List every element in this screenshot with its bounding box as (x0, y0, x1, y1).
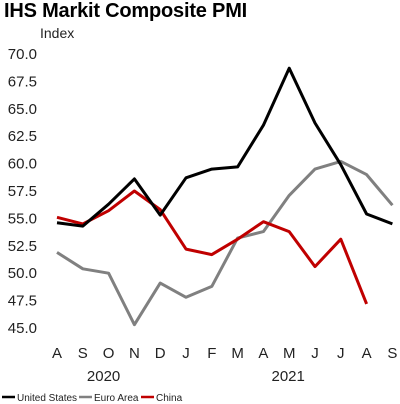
year-label: 2021 (272, 368, 305, 385)
x-tick-label: F (207, 345, 216, 362)
x-tick-label: S (387, 345, 397, 362)
y-tick-label: 60.0 (8, 156, 37, 173)
series-line-united-states (56, 66, 393, 228)
series-line-euro-area (56, 159, 394, 327)
x-tick-label: S (78, 345, 88, 362)
x-tick-label: J (311, 345, 319, 362)
y-tick-label: 50.0 (8, 265, 37, 282)
legend-label-china: China (156, 393, 183, 404)
y-tick-label: 62.5 (8, 128, 37, 145)
y-tick-label: 55.0 (8, 210, 37, 227)
y-axis: 45.0 47.5 50.0 52.5 55.0 57.5 60.0 62.5 65.0 67.5… (8, 46, 37, 337)
year-labels: 2020 2021 (87, 368, 305, 385)
x-tick-label: A (362, 345, 372, 362)
x-tick-label: M (231, 345, 244, 362)
y-tick-label: 70.0 (8, 46, 37, 63)
y-tick-label: 65.0 (8, 101, 37, 118)
chart-title: IHS Markit Composite PMI (4, 0, 248, 22)
legend-label-euro-area: Euro Area (94, 393, 139, 404)
y-tick-label: 67.5 (8, 73, 37, 90)
x-tick-label: M (283, 345, 296, 362)
x-tick-label: J (337, 345, 345, 362)
y-tick-label: 45.0 (8, 320, 37, 337)
legend: United States Euro Area China (2, 393, 183, 404)
legend-label-united-states: United States (17, 393, 77, 404)
x-tick-label: N (129, 345, 140, 362)
x-tick-label: A (52, 345, 62, 362)
x-tick-label: O (103, 345, 115, 362)
x-tick-label: A (258, 345, 268, 362)
y-tick-label: 57.5 (8, 183, 37, 200)
x-tick-label: D (155, 345, 166, 362)
x-tick-label: J (182, 345, 190, 362)
series-lines (56, 66, 394, 327)
year-label: 2020 (87, 368, 120, 385)
y-axis-label: Index (40, 25, 74, 41)
y-tick-label: 47.5 (8, 293, 37, 310)
y-tick-label: 52.5 (8, 238, 37, 255)
series-line-china (56, 189, 368, 305)
